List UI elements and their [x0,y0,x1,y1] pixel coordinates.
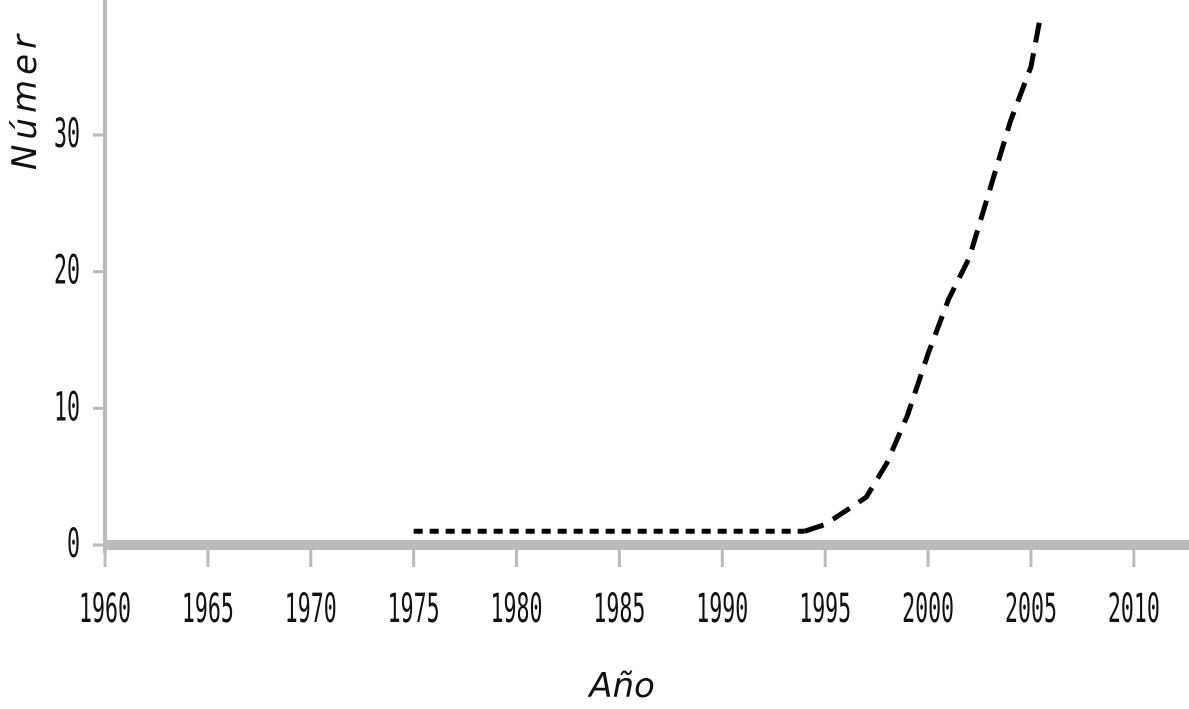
x-tick-label: 1965 [182,585,234,632]
y-tick-label: 20 [54,246,80,293]
x-tick-label: 1980 [491,585,543,632]
y-axis-ticks: 0 10 20 30 [54,110,105,567]
y-axis-title: Númer [5,30,45,170]
series-line-2 [803,11,1044,534]
x-tick-label: 1985 [593,585,645,632]
x-tick-label: 2010 [1108,585,1160,632]
x-axis-ticks: 1960 1965 1970 1975 1980 1985 1990 1995 2000 2005… [79,549,1160,632]
x-tick-label: 1960 [79,585,131,632]
x-tick-label: 1970 [285,585,337,632]
x-tick-label: 1995 [799,585,851,632]
x-tick-label: 2000 [902,585,954,632]
y-tick-label: 30 [54,110,80,157]
chart-axes [103,0,1189,553]
x-tick-label: 2005 [1005,585,1057,632]
y-tick-label: 10 [54,383,80,430]
y-tick-label: 0 [67,520,80,567]
x-tick-label: 1990 [696,585,748,632]
chart-series [413,11,1044,534]
x-axis-title: Año [587,666,655,706]
x-tick-label: 1975 [388,585,440,632]
